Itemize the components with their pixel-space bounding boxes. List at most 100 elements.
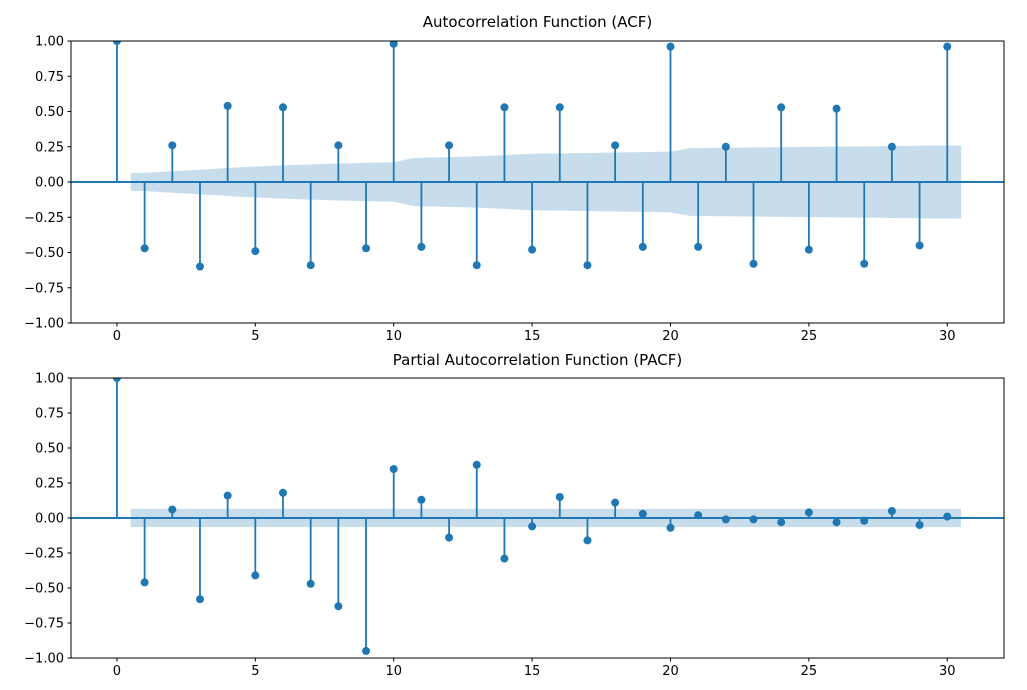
- x-tick-label: 10: [385, 664, 402, 679]
- marker: [472, 460, 481, 469]
- x-tick-label: 10: [385, 329, 402, 344]
- marker: [445, 141, 454, 150]
- x-tick-label: 25: [801, 329, 818, 344]
- marker: [555, 493, 564, 501]
- marker: [112, 378, 121, 382]
- marker: [140, 578, 149, 587]
- x-tick-label: 15: [524, 329, 541, 344]
- marker: [500, 103, 509, 112]
- marker: [112, 41, 121, 45]
- marker: [389, 465, 398, 473]
- acf-title: Autocorrelation Function (ACF): [422, 13, 653, 31]
- marker: [915, 521, 924, 529]
- marker: [168, 141, 177, 150]
- x-tick-label: 30: [939, 329, 956, 344]
- x-tick-label: 30: [939, 664, 956, 679]
- acf-chart: 0 5 10 15 20 25 30 1.00 0.75 0.50 0.25 0.00 −0.25 −0.…: [24, 35, 1005, 344]
- marker: [721, 142, 730, 151]
- marker: [721, 515, 730, 524]
- y-tick-label: −0.25: [24, 211, 64, 226]
- marker: [528, 522, 537, 531]
- marker: [555, 103, 564, 112]
- y-tick-label: 0.75: [35, 70, 64, 85]
- marker: [777, 103, 786, 112]
- marker: [279, 488, 288, 497]
- marker: [860, 516, 869, 525]
- pacf-chart: 0 5 10 15 20 25 30 1.00 0.75 0.50 0.25 0.00 −0.25 −0.…: [24, 372, 1005, 679]
- marker: [223, 101, 232, 110]
- x-tick-label: 5: [251, 329, 259, 344]
- x-tick-label: 15: [524, 664, 541, 679]
- marker: [417, 495, 426, 504]
- marker: [832, 518, 841, 527]
- y-tick-label: 0.75: [35, 407, 64, 422]
- y-tick-label: 0.50: [35, 105, 64, 120]
- marker: [195, 595, 204, 604]
- marker: [445, 533, 454, 542]
- y-tick-label: −0.75: [24, 617, 64, 632]
- y-tick-label: 0.00: [35, 176, 64, 191]
- marker: [943, 42, 952, 51]
- marker: [943, 512, 952, 521]
- marker: [666, 42, 675, 51]
- y-tick-label: −0.50: [24, 582, 64, 597]
- marker: [334, 141, 343, 150]
- marker: [804, 508, 813, 517]
- marker: [583, 261, 592, 270]
- y-tick-label: 1.00: [35, 35, 64, 50]
- marker: [832, 104, 841, 113]
- marker: [168, 505, 177, 514]
- marker: [694, 242, 703, 251]
- marker: [334, 602, 343, 611]
- marker: [749, 259, 758, 268]
- x-tick-label: 20: [662, 329, 679, 344]
- pacf-title: Partial Autocorrelation Function (PACF): [392, 351, 683, 369]
- marker: [472, 261, 481, 270]
- marker: [528, 245, 537, 254]
- x-tick-label: 0: [113, 329, 121, 344]
- marker: [223, 491, 232, 500]
- marker: [638, 242, 647, 251]
- marker: [306, 261, 315, 270]
- x-tick-label: 20: [662, 664, 679, 679]
- y-tick-label: 0.25: [35, 140, 64, 155]
- marker: [915, 241, 924, 250]
- marker: [251, 571, 260, 580]
- marker: [500, 554, 509, 563]
- marker: [887, 142, 896, 151]
- marker: [417, 242, 426, 251]
- y-tick-label: 0.50: [35, 442, 64, 457]
- marker: [638, 509, 647, 518]
- x-tick-label: 5: [251, 664, 259, 679]
- y-tick-label: −0.25: [24, 547, 64, 562]
- y-tick-label: 0.25: [35, 477, 64, 492]
- marker: [251, 247, 260, 256]
- marker: [140, 244, 149, 253]
- marker: [887, 507, 896, 515]
- y-tick-label: −1.00: [24, 652, 64, 667]
- y-tick-label: −0.50: [24, 246, 64, 261]
- y-tick-label: −1.00: [24, 317, 64, 332]
- x-tick-label: 0: [113, 664, 121, 679]
- stem-series: [112, 378, 952, 655]
- marker: [860, 259, 869, 268]
- marker: [389, 41, 398, 48]
- marker: [611, 498, 620, 507]
- stem-series: [112, 41, 952, 271]
- y-tick-label: 0.00: [35, 512, 64, 527]
- y-tick-label: 1.00: [35, 372, 64, 387]
- marker: [195, 262, 204, 271]
- x-tick-label: 25: [801, 664, 818, 679]
- marker: [694, 511, 703, 520]
- marker: [362, 244, 371, 253]
- marker: [362, 647, 371, 655]
- marker: [804, 245, 813, 254]
- y-tick-label: −0.75: [24, 281, 64, 296]
- marker: [306, 579, 315, 588]
- marker: [777, 518, 786, 527]
- marker: [611, 141, 620, 150]
- marker: [279, 103, 288, 112]
- marker: [583, 536, 592, 545]
- marker: [666, 523, 675, 532]
